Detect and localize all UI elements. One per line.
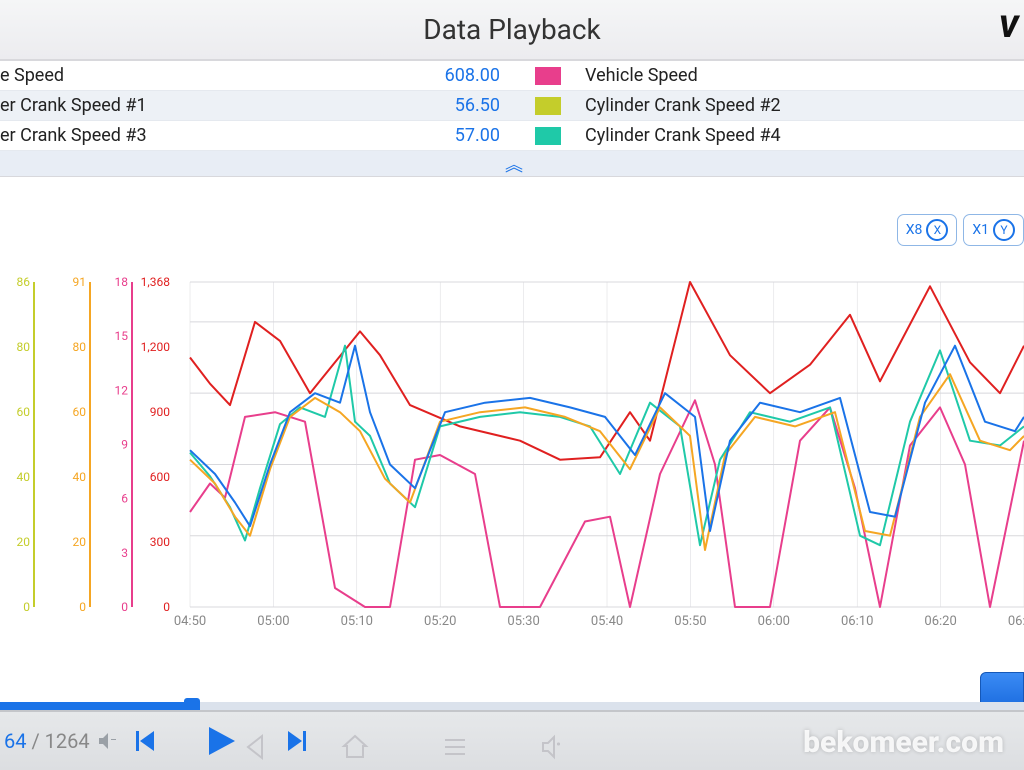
volume-up-icon[interactable] — [540, 732, 570, 762]
svg-text:9: 9 — [121, 438, 128, 452]
play-button[interactable] — [203, 723, 239, 759]
legend-value: 57.00 — [340, 125, 520, 146]
swatch-icon — [535, 67, 561, 85]
svg-text:05:50: 05:50 — [674, 614, 706, 629]
zoom-y-button[interactable]: X1 Y — [963, 214, 1024, 246]
legend-label: er Crank Speed #3 — [0, 125, 340, 146]
svg-text:3: 3 — [121, 546, 128, 560]
home-icon[interactable] — [340, 732, 370, 762]
legend-value: 608.00 — [340, 65, 520, 86]
total-frames: 1264 — [45, 729, 90, 753]
brand-logo: V — [999, 10, 1018, 45]
swatch-icon — [535, 127, 561, 145]
svg-text:60: 60 — [73, 405, 87, 419]
back-icon[interactable] — [240, 732, 270, 762]
page-header: Data Playback — [0, 0, 1024, 60]
svg-text:18: 18 — [115, 275, 129, 289]
progress-fill — [0, 702, 184, 710]
svg-text:0: 0 — [79, 600, 86, 614]
svg-text:04:50: 04:50 — [174, 614, 206, 629]
svg-text:600: 600 — [150, 470, 170, 484]
page-title: Data Playback — [423, 13, 601, 46]
svg-text:40: 40 — [17, 470, 31, 484]
legend-label: er Crank Speed #1 — [0, 95, 340, 116]
legend-row[interactable]: er Crank Speed #3 57.00 Cylinder Crank S… — [0, 121, 1024, 151]
svg-text:86: 86 — [17, 275, 31, 289]
svg-text:900: 900 — [150, 405, 170, 419]
magnifier-x-icon: X — [926, 219, 948, 241]
zoom-x-label: X8 — [906, 222, 923, 238]
prev-track-button[interactable] — [130, 727, 158, 755]
svg-text:06:30: 06:30 — [1008, 614, 1024, 629]
svg-text:05:20: 05:20 — [424, 614, 456, 629]
svg-text:06:00: 06:00 — [758, 614, 790, 629]
zoom-controls: X8 X X1 Y — [897, 214, 1024, 246]
svg-text:05:30: 05:30 — [507, 614, 539, 629]
line-chart: 04:50 05:00 05:10 05:20 05:30 05:40 05:50 06:00… — [0, 262, 1024, 662]
legend-label: e Speed — [0, 65, 340, 86]
collapse-button[interactable]: ︽ — [0, 151, 1024, 177]
current-frame: 64 — [4, 729, 26, 753]
legend-table: e Speed 608.00 Vehicle Speed er Crank Sp… — [0, 60, 1024, 151]
svg-text:1,200: 1,200 — [141, 340, 171, 354]
volume-down-icon[interactable] — [96, 729, 120, 753]
chevron-up-icon: ︽ — [505, 151, 519, 177]
zoom-x-button[interactable]: X8 X — [897, 214, 958, 246]
swatch-icon — [535, 97, 561, 115]
legend-label-right: Cylinder Crank Speed #2 — [575, 95, 1024, 116]
svg-text:05:10: 05:10 — [341, 614, 373, 629]
menu-icon[interactable] — [440, 732, 470, 762]
svg-text:06:10: 06:10 — [841, 614, 873, 629]
svg-text:06:20: 06:20 — [924, 614, 956, 629]
svg-text:91: 91 — [73, 275, 87, 289]
system-nav — [240, 732, 570, 762]
legend-label-right: Vehicle Speed — [575, 65, 1024, 86]
svg-text:05:40: 05:40 — [591, 614, 623, 629]
svg-text:80: 80 — [17, 340, 31, 354]
svg-text:20: 20 — [73, 535, 87, 549]
legend-row[interactable]: e Speed 608.00 Vehicle Speed — [0, 61, 1024, 91]
watermark-text: bekomeer.com — [803, 725, 1004, 760]
legend-value: 56.50 — [340, 95, 520, 116]
legend-row[interactable]: er Crank Speed #1 56.50 Cylinder Crank S… — [0, 91, 1024, 121]
svg-text:05:00: 05:00 — [257, 614, 289, 629]
playback-progress[interactable] — [0, 702, 1024, 710]
svg-text:12: 12 — [115, 383, 129, 397]
svg-text:15: 15 — [115, 329, 129, 343]
svg-text:1,368: 1,368 — [141, 275, 171, 289]
zoom-y-label: X1 — [972, 222, 989, 238]
svg-text:40: 40 — [73, 470, 87, 484]
svg-text:20: 20 — [17, 535, 31, 549]
svg-text:60: 60 — [17, 405, 31, 419]
svg-text:0: 0 — [121, 600, 128, 614]
svg-text:80: 80 — [73, 340, 87, 354]
magnifier-y-icon: Y — [993, 219, 1015, 241]
svg-text:0: 0 — [163, 600, 170, 614]
svg-text:6: 6 — [121, 492, 128, 506]
svg-text:0: 0 — [23, 600, 30, 614]
frame-counter: 64 / 1264 — [0, 729, 90, 753]
legend-label-right: Cylinder Crank Speed #4 — [575, 125, 1024, 146]
svg-text:300: 300 — [150, 535, 170, 549]
